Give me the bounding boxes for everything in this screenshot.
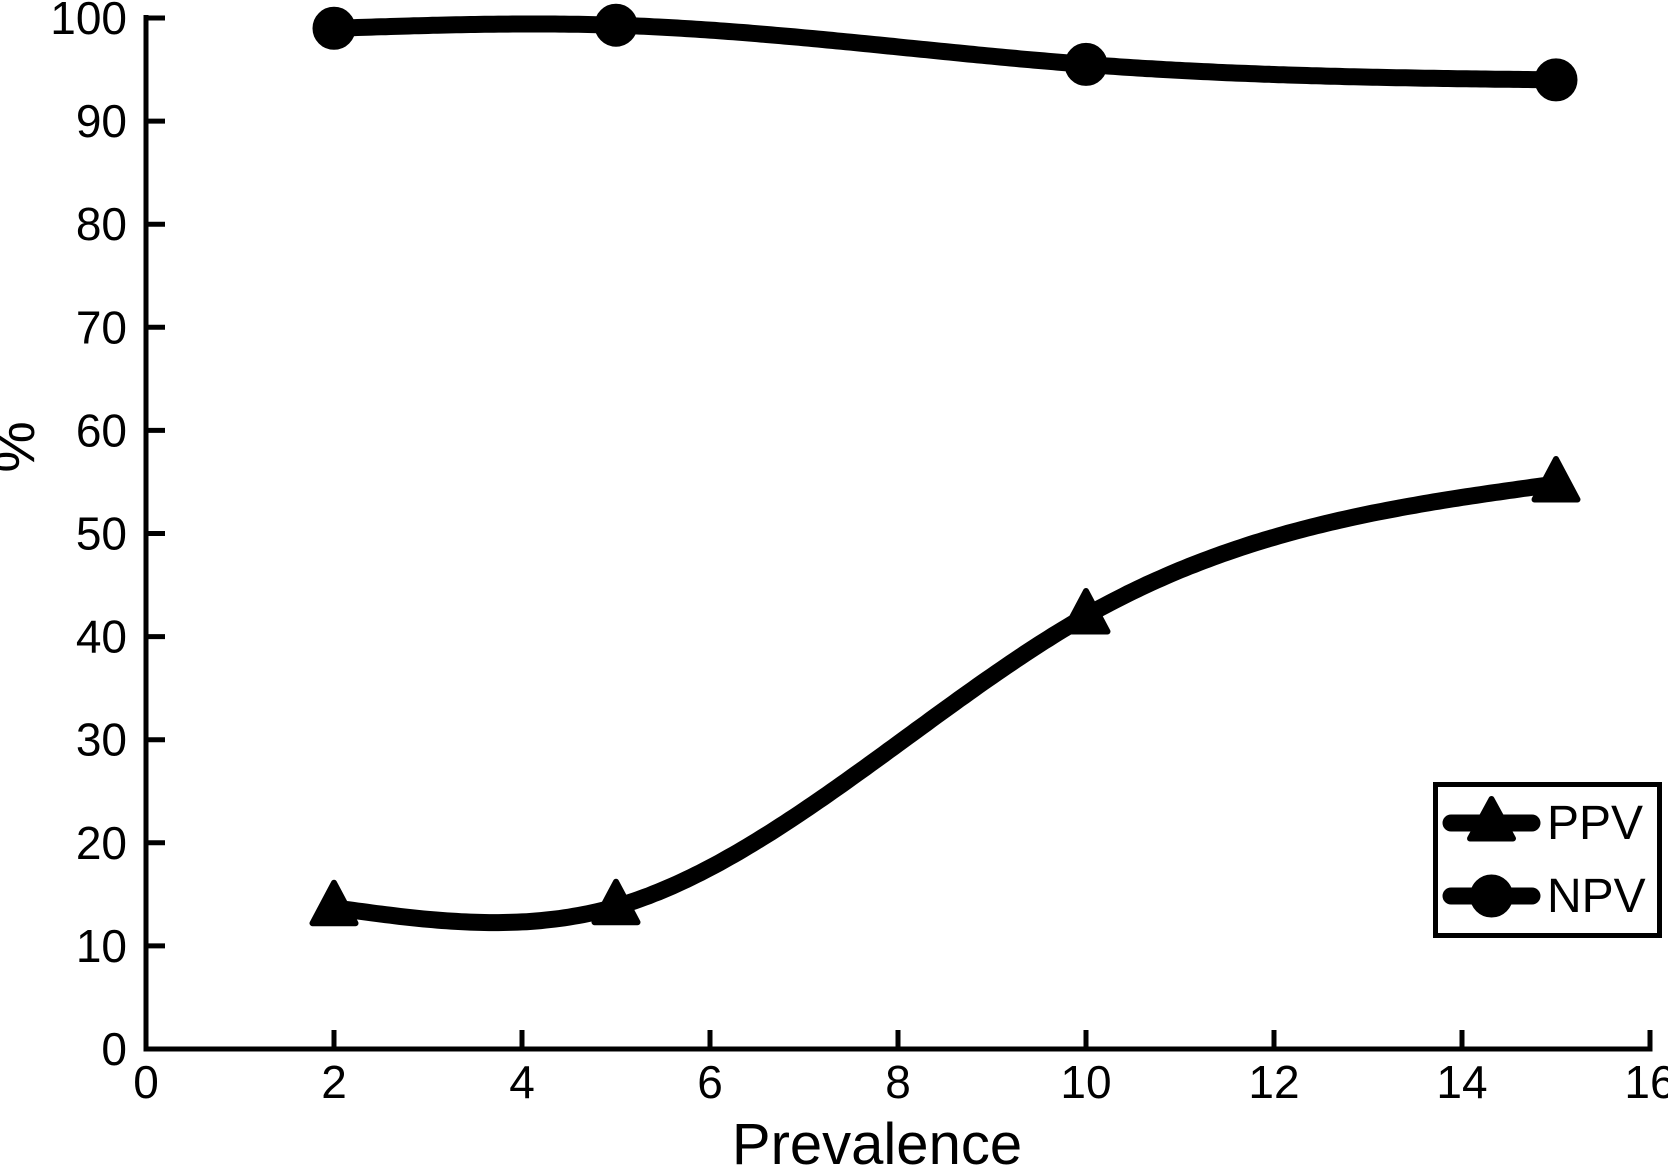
y-axis-title: % [0, 421, 47, 473]
y-tick-label: 80 [76, 198, 127, 250]
npv-marker-circle [1064, 42, 1108, 86]
y-tick-label: 60 [76, 404, 127, 456]
x-tick-label: 10 [1060, 1056, 1111, 1108]
y-tick-label: 100 [50, 0, 127, 44]
x-tick-label: 4 [509, 1056, 535, 1108]
npv-curve [325, 15, 1565, 89]
y-tick-label: 70 [76, 301, 127, 353]
y-tick-label: 20 [76, 817, 127, 869]
npv-circle-marker-icon [1470, 874, 1513, 918]
x-tick-label: 14 [1436, 1056, 1487, 1108]
ppv-curve [325, 475, 1565, 932]
legend-box [1433, 782, 1662, 938]
x-tick-label: 2 [321, 1056, 347, 1108]
npv-marker-circle [594, 3, 638, 47]
y-tick-label: 10 [76, 920, 127, 972]
series-layer [309, 3, 1581, 932]
ppv-marker-triangle [309, 879, 359, 927]
x-axis-title: Prevalence [732, 1112, 1022, 1175]
x-tick-label: 8 [885, 1056, 911, 1108]
y-tick-label: 0 [101, 1023, 127, 1075]
x-tick-label: 6 [697, 1056, 723, 1108]
legend: PPV NPV [1433, 782, 1662, 938]
legend-item-ppv: PPV [1442, 796, 1643, 850]
x-tick-label: 12 [1248, 1056, 1299, 1108]
legend-label-npv: NPV [1547, 870, 1646, 923]
x-tick-label: 16 [1624, 1056, 1668, 1108]
axes-layer: 0 2 4 6 8 10 12 14 16 0 10 20 30 40 50 60 70 80 90 100 [50, 0, 1668, 1108]
npv-marker-circle [312, 6, 356, 50]
y-tick-label: 90 [76, 95, 127, 147]
y-tick-label: 50 [76, 508, 127, 560]
ppv-marker-triangle [1061, 587, 1111, 635]
y-tick-label: 30 [76, 714, 127, 766]
legend-item-npv: NPV [1442, 870, 1646, 923]
ppv-marker-triangle [1531, 456, 1581, 503]
ppv-marker-triangle [591, 878, 641, 926]
legend-label-ppv: PPV [1547, 797, 1643, 850]
y-tick-label: 40 [76, 611, 127, 663]
ppv-triangle-marker-icon [1467, 796, 1516, 842]
x-tick-label: 0 [133, 1056, 159, 1108]
npv-marker-circle [1534, 58, 1578, 102]
